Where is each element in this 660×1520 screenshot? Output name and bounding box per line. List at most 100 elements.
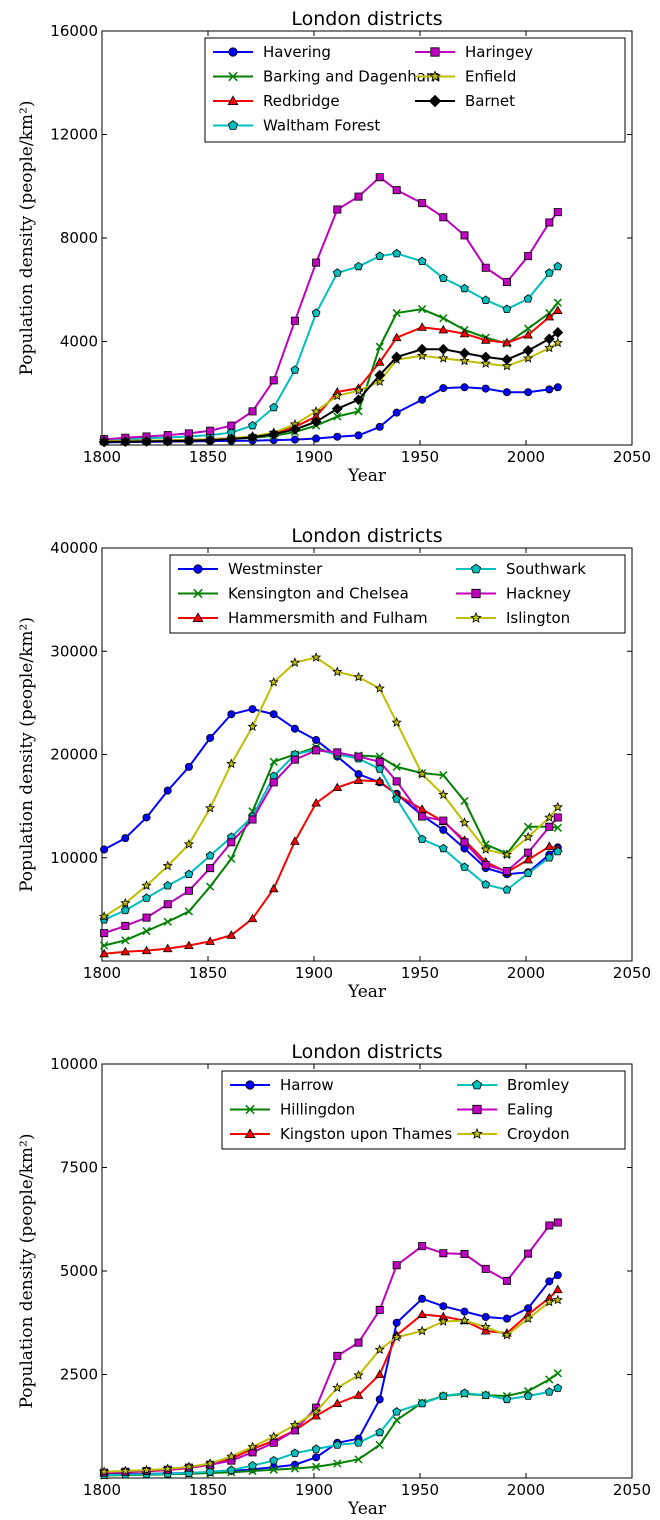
legend-marker [244,1128,256,1139]
series-haringey [100,173,562,444]
data-point [374,683,385,693]
data-point [374,1369,385,1378]
legend-entry: Havering [213,43,331,61]
data-point [354,1455,363,1464]
data-point [417,256,427,266]
data-point [522,345,534,356]
x-tick-label: 1800 [83,1481,121,1499]
data-point [438,1316,449,1326]
data-point [353,385,364,396]
data-point [524,848,533,857]
data-point [205,936,215,945]
legend-marker [471,1079,483,1090]
data-point [391,332,402,342]
data-point [418,1242,427,1251]
data-point [392,1261,401,1270]
x-tick-label: 1950 [401,1481,439,1499]
legend-marker [245,1080,255,1090]
legend-marker [430,47,440,57]
data-point [545,822,554,831]
data-point [162,435,174,447]
legend-label: Westminster [228,560,323,578]
data-point [544,841,555,850]
data-point [332,1382,343,1393]
legend-marker [470,611,482,623]
legend-entry: Southwark [456,560,586,578]
data-point [248,407,257,416]
data-point [332,782,343,792]
data-point [290,365,300,374]
data-point [354,752,363,761]
data-point [269,757,278,766]
data-point [163,880,173,890]
legend-entry: Harrow [230,1076,334,1094]
data-point [418,1294,427,1303]
legend-entry: Westminster [178,560,323,578]
data-point [248,815,257,824]
data-point [439,816,448,825]
data-point [460,231,469,240]
legend-label: Croydon [507,1125,570,1143]
data-point [502,1276,511,1285]
data-point [545,1221,554,1230]
legend-label: Hammersmith and Fulham [228,609,428,627]
data-point [392,408,401,417]
data-point [162,943,173,953]
data-point [552,305,563,314]
data-point [142,926,151,936]
data-point [439,771,448,780]
data-point [311,652,322,662]
data-point [290,435,299,444]
legend-entry: Haringey [415,43,533,61]
data-point [439,1249,448,1258]
series-line [103,748,559,921]
data-point [459,817,470,827]
data-point [502,1394,512,1404]
data-point [502,337,512,347]
data-point [163,786,172,795]
data-point [553,1271,562,1280]
legend-marker [192,612,204,623]
data-point [120,897,131,908]
series-hillingdon [99,1369,562,1480]
data-point [375,173,384,182]
legend-box [221,1070,626,1150]
data-point [184,907,194,916]
data-point [545,218,554,227]
data-point [162,860,173,871]
data-point [544,1387,554,1396]
data-point [481,384,490,393]
data-point [332,1440,342,1449]
data-point [312,434,321,443]
legend-marker [429,70,441,82]
legend-marker [245,1104,255,1115]
data-point [269,376,278,385]
data-point [374,776,385,785]
data-point [290,1460,299,1469]
data-point [438,352,449,363]
y-tick-label: 10000 [50,849,98,867]
data-point [480,358,491,368]
data-point [311,308,321,317]
data-point [480,351,492,363]
legend-marker [228,47,238,57]
data-point [553,823,562,832]
data-point [141,435,152,447]
data-point [523,1313,534,1323]
x-tick-label: 2000 [507,448,545,466]
y-tick-label: 20000 [50,746,98,764]
data-point [553,383,562,392]
data-point [481,295,491,304]
data-point [553,1369,562,1378]
data-point [374,357,385,366]
data-point [289,657,301,667]
data-point [417,834,427,843]
data-point [290,1448,300,1457]
data-point [184,429,193,438]
legend-marker [227,95,239,106]
data-point [312,736,321,745]
data-point [226,1451,237,1461]
legend: Westminster Kensington and Chelsea Hammers… [169,554,626,634]
x-axis-label: Year [347,466,387,486]
